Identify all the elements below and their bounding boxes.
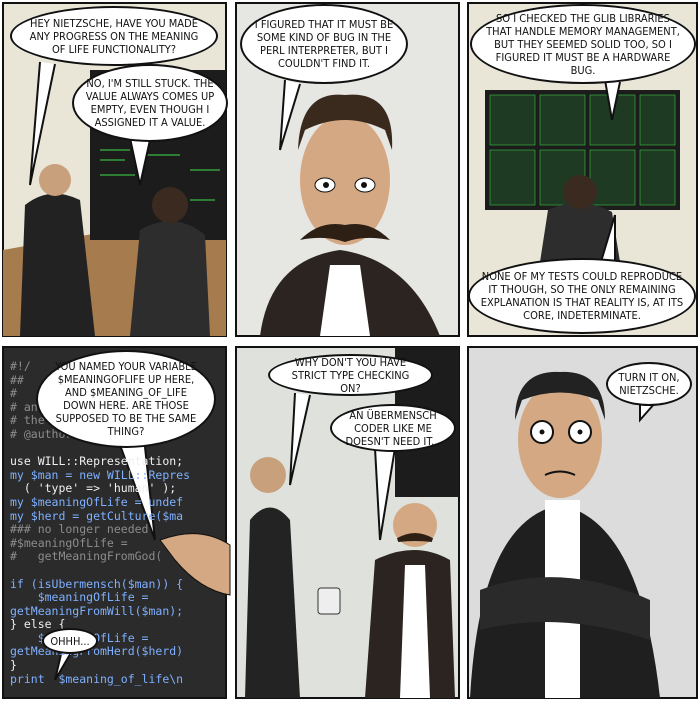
code-line: $meaningOfLife =	[10, 590, 149, 605]
head	[563, 175, 597, 209]
code-line: }	[10, 658, 17, 673]
code-line: #!/	[10, 360, 31, 373]
code-line: print $meaning_of_life\n	[10, 671, 184, 686]
crossed-arms	[480, 577, 650, 640]
hair	[515, 371, 605, 420]
code-line: # an	[10, 399, 38, 414]
face	[518, 382, 602, 498]
pointing-hand	[159, 533, 231, 596]
nietzsche-back	[130, 221, 210, 336]
screen-code	[100, 149, 220, 201]
face	[300, 115, 390, 245]
speech-bubble: NONE OF MY TESTS COULD REPRODUCE IT THOU…	[468, 258, 696, 334]
head	[39, 164, 71, 196]
code-line: if (isUbermensch($man)) {	[10, 576, 184, 591]
speech-bubble: TURN IT ON, NIETZSCHE.	[606, 362, 692, 406]
code-line: my $meaningOfLife = undef	[10, 494, 184, 509]
mustache	[396, 533, 434, 542]
code-line: my $herd = getCulture($ma	[10, 508, 184, 523]
head	[152, 187, 188, 223]
code-line: getMeaningFromWill($man);	[10, 603, 184, 618]
code-line: } else {	[10, 617, 66, 632]
speech-bubble: OHHH...	[42, 628, 98, 654]
code-line: getMeaningFromHerd($herd)	[10, 644, 184, 659]
bubble-tails	[29, 61, 656, 681]
code-line: ### no longer needed	[10, 522, 149, 537]
shirt	[400, 565, 430, 698]
head	[250, 457, 286, 493]
speech-bubble: SO I CHECKED THE GLIB LIBRARIES THAT HAN…	[470, 4, 696, 84]
coworker	[20, 193, 95, 336]
speech-bubble: WHY DON'T YOU HAVE STRICT TYPE CHECKING …	[268, 354, 433, 396]
screens	[489, 94, 676, 206]
code-line: # the	[10, 413, 45, 428]
code-line: # getMeaningFromGod(	[10, 549, 163, 564]
speech-bubble: I FIGURED THAT IT MUST BE SOME KIND OF B…	[240, 4, 408, 84]
mug	[317, 587, 341, 615]
speech-bubble: NO, I'M STILL STUCK. THE VALUE ALWAYS CO…	[72, 64, 228, 142]
code-line	[10, 564, 224, 578]
nietzsche-back	[540, 202, 620, 262]
code-line: #	[10, 386, 17, 401]
speech-bubble: AN ÜBERMENSCH CODER LIKE ME DOESN'T NEED…	[330, 404, 456, 452]
code-line: ##	[10, 372, 24, 387]
code-line: use WILL::Representation;	[10, 454, 184, 469]
mustache	[300, 224, 390, 242]
code-listing: #!/#### an# the# @author: Nietzscheuse W…	[10, 360, 224, 695]
code-line: #$meaningOfLife =	[10, 535, 128, 550]
speech-bubble: HEY NIETZSCHE, HAVE YOU MADE ANY PROGRES…	[10, 6, 218, 66]
hair	[298, 94, 393, 150]
speech-bubble: YOU NAMED YOUR VARIABLE $MEANINGOFLIFE U…	[36, 350, 216, 448]
coworker	[245, 507, 300, 698]
shirt	[320, 265, 370, 336]
code-line: ( 'type' => 'human' );	[10, 481, 177, 496]
code-line: my $man = new WILL::Repres	[10, 467, 191, 482]
